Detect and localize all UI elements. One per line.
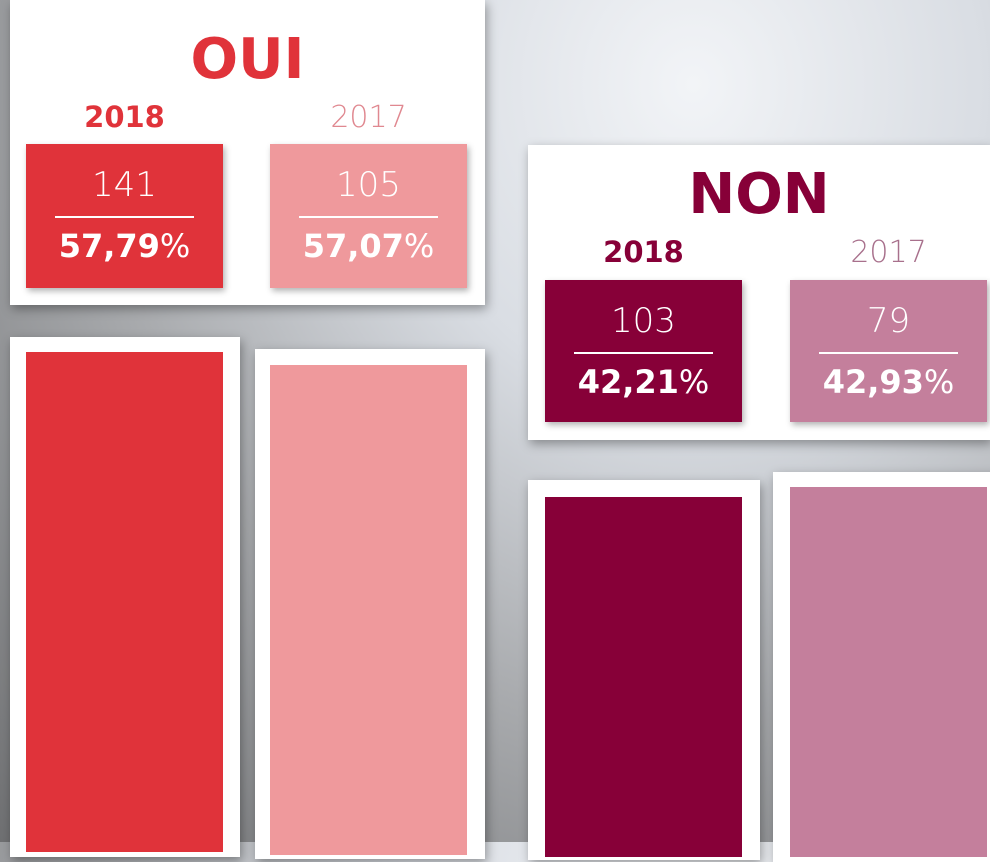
count: 103 — [611, 301, 676, 341]
year: 2017 — [850, 235, 927, 270]
stat-box: 79 42,93% — [790, 280, 987, 422]
panel-title: OUI — [190, 27, 305, 92]
panel-title: NON — [688, 162, 830, 227]
percent: 57,07% — [270, 230, 467, 262]
count: 105 — [336, 165, 401, 205]
percent-unit: % — [403, 227, 435, 265]
count: 79 — [866, 301, 911, 341]
year: 2018 — [84, 100, 165, 134]
count: 141 — [92, 165, 157, 205]
year: 2018 — [603, 235, 684, 269]
bar — [270, 365, 467, 855]
percent-value: 57,07 — [302, 227, 404, 265]
percent-unit: % — [923, 363, 955, 401]
stat-box: 105 57,07% — [270, 144, 467, 288]
percent-value: 42,21 — [577, 363, 679, 401]
percent-value: 42,93 — [822, 363, 924, 401]
divider — [299, 216, 438, 218]
bar — [26, 352, 223, 852]
percent-unit: % — [159, 227, 191, 265]
percent-value: 57,79 — [58, 227, 160, 265]
bar — [790, 487, 987, 857]
non-panel: NON 2018 2017 103 42,21% 79 42,93% — [528, 145, 990, 440]
bar — [545, 497, 742, 857]
divider — [819, 352, 958, 354]
percent: 42,21% — [545, 366, 742, 398]
percent: 42,93% — [790, 366, 987, 398]
stat-box: 141 57,79% — [26, 144, 223, 288]
divider — [55, 216, 194, 218]
percent: 57,79% — [26, 230, 223, 262]
divider — [574, 352, 713, 354]
year: 2017 — [330, 100, 407, 135]
stat-box: 103 42,21% — [545, 280, 742, 422]
oui-panel: OUI 2018 2017 141 57,79% 105 57,07% — [10, 0, 485, 305]
percent-unit: % — [678, 363, 710, 401]
